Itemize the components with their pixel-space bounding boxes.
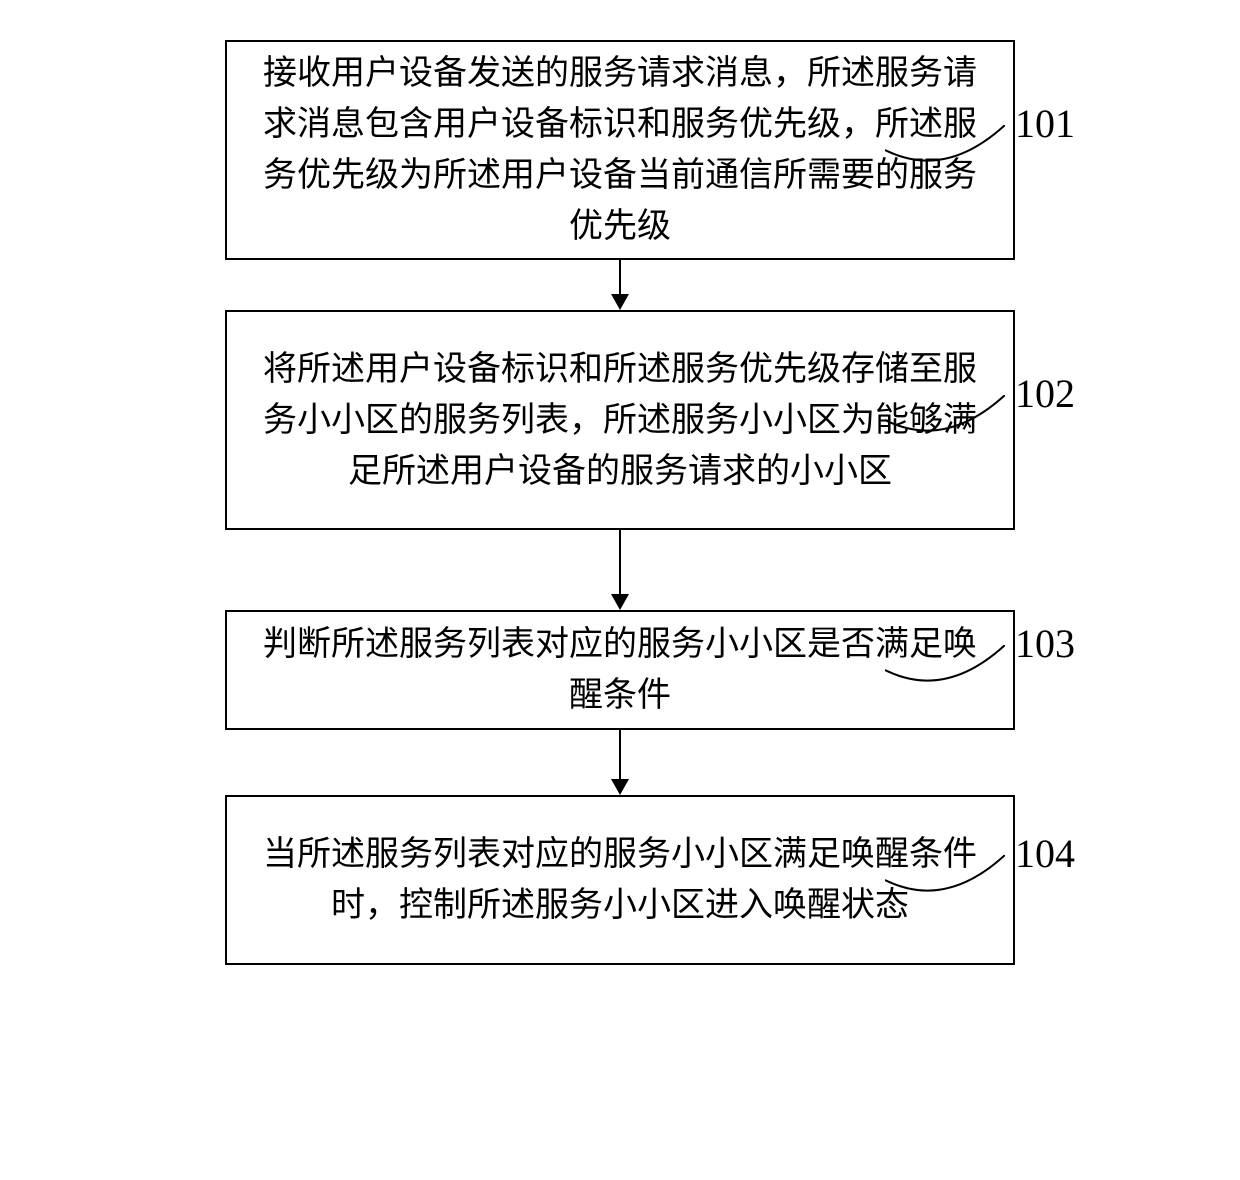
arrow-1-2 [611,260,629,310]
node-label-102: 102 [1015,370,1075,417]
label-connector-102 [885,395,1005,455]
node-label-101: 101 [1015,100,1075,147]
arrow-3-4 [611,730,629,795]
node-label-104: 104 [1015,830,1075,877]
label-connector-101 [885,125,1005,185]
node-label-103: 103 [1015,620,1075,667]
arrow-line-2 [619,530,621,594]
node-text-104: 当所述服务列表对应的服务小小区满足唤醒条件时，控制所述服务小小区进入唤醒状态 [251,829,989,931]
flowchart-container: 接收用户设备发送的服务请求消息，所述服务请求消息包含用户设备标识和服务优先级，所… [0,40,1240,965]
arrow-2-3 [611,530,629,610]
node-row-1: 接收用户设备发送的服务请求消息，所述服务请求消息包含用户设备标识和服务优先级，所… [0,40,1240,260]
arrow-line-1 [619,260,621,294]
arrow-line-3 [619,730,621,779]
node-row-2: 将所述用户设备标识和所述服务优先级存储至服务小小区的服务列表，所述服务小小区为能… [0,310,1240,530]
arrow-head-2 [611,594,629,610]
label-connector-103 [885,645,1005,705]
node-text-103: 判断所述服务列表对应的服务小小区是否满足唤醒条件 [251,619,989,721]
label-connector-104 [885,855,1005,915]
node-row-4: 当所述服务列表对应的服务小小区满足唤醒条件时，控制所述服务小小区进入唤醒状态 1… [0,795,1240,965]
arrow-head-3 [611,779,629,795]
node-text-102: 将所述用户设备标识和所述服务优先级存储至服务小小区的服务列表，所述服务小小区为能… [251,344,989,497]
node-row-3: 判断所述服务列表对应的服务小小区是否满足唤醒条件 103 [0,610,1240,730]
node-text-101: 接收用户设备发送的服务请求消息，所述服务请求消息包含用户设备标识和服务优先级，所… [251,48,989,252]
arrow-head-1 [611,294,629,310]
